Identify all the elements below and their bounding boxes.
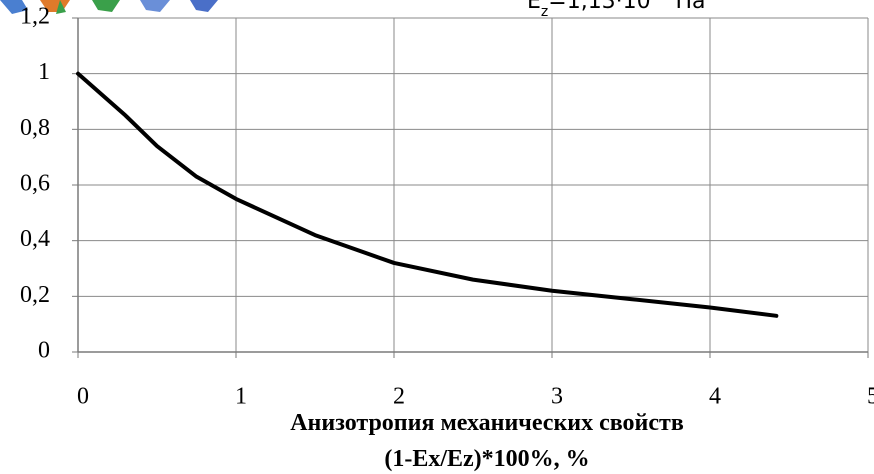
y-tick-label: 0 xyxy=(38,338,50,364)
decor-icons xyxy=(0,0,218,14)
x-tick-label: 1 xyxy=(235,384,247,410)
data-line xyxy=(76,71,779,318)
x-tick-label: 4 xyxy=(709,384,721,410)
annotation-part: E xyxy=(527,0,541,14)
y-tick-label: 0,8 xyxy=(20,115,50,141)
x-axis-title: Анизотропия механических свойств xyxy=(290,410,684,436)
y-tick-label: 0,6 xyxy=(20,171,50,197)
icon xyxy=(56,0,66,14)
y-tick-label: 1,2 xyxy=(20,4,50,30)
x-axis-title: (1-Ex/Ez)*100%, % xyxy=(384,446,589,472)
icon xyxy=(92,0,120,12)
y-tick-label: 0,4 xyxy=(20,226,50,252)
annotation-part: 11 xyxy=(651,0,669,4)
icon xyxy=(190,0,218,12)
x-tick-label: 0 xyxy=(77,384,89,410)
icon xyxy=(0,0,28,14)
annotation: Ez=1,13·1011 Па xyxy=(527,0,706,20)
annotation-part: =1,13·10 xyxy=(548,0,650,14)
x-tick-label: 2 xyxy=(393,384,405,410)
x-tick-label: 3 xyxy=(551,384,563,410)
y-tick-label: 0,2 xyxy=(20,282,50,308)
icon xyxy=(140,0,170,12)
annotation-part: Па xyxy=(669,0,706,14)
y-tick-label: 1 xyxy=(38,59,50,85)
x-tick-label: 5 xyxy=(867,384,874,410)
annotation-part: z xyxy=(541,4,548,20)
